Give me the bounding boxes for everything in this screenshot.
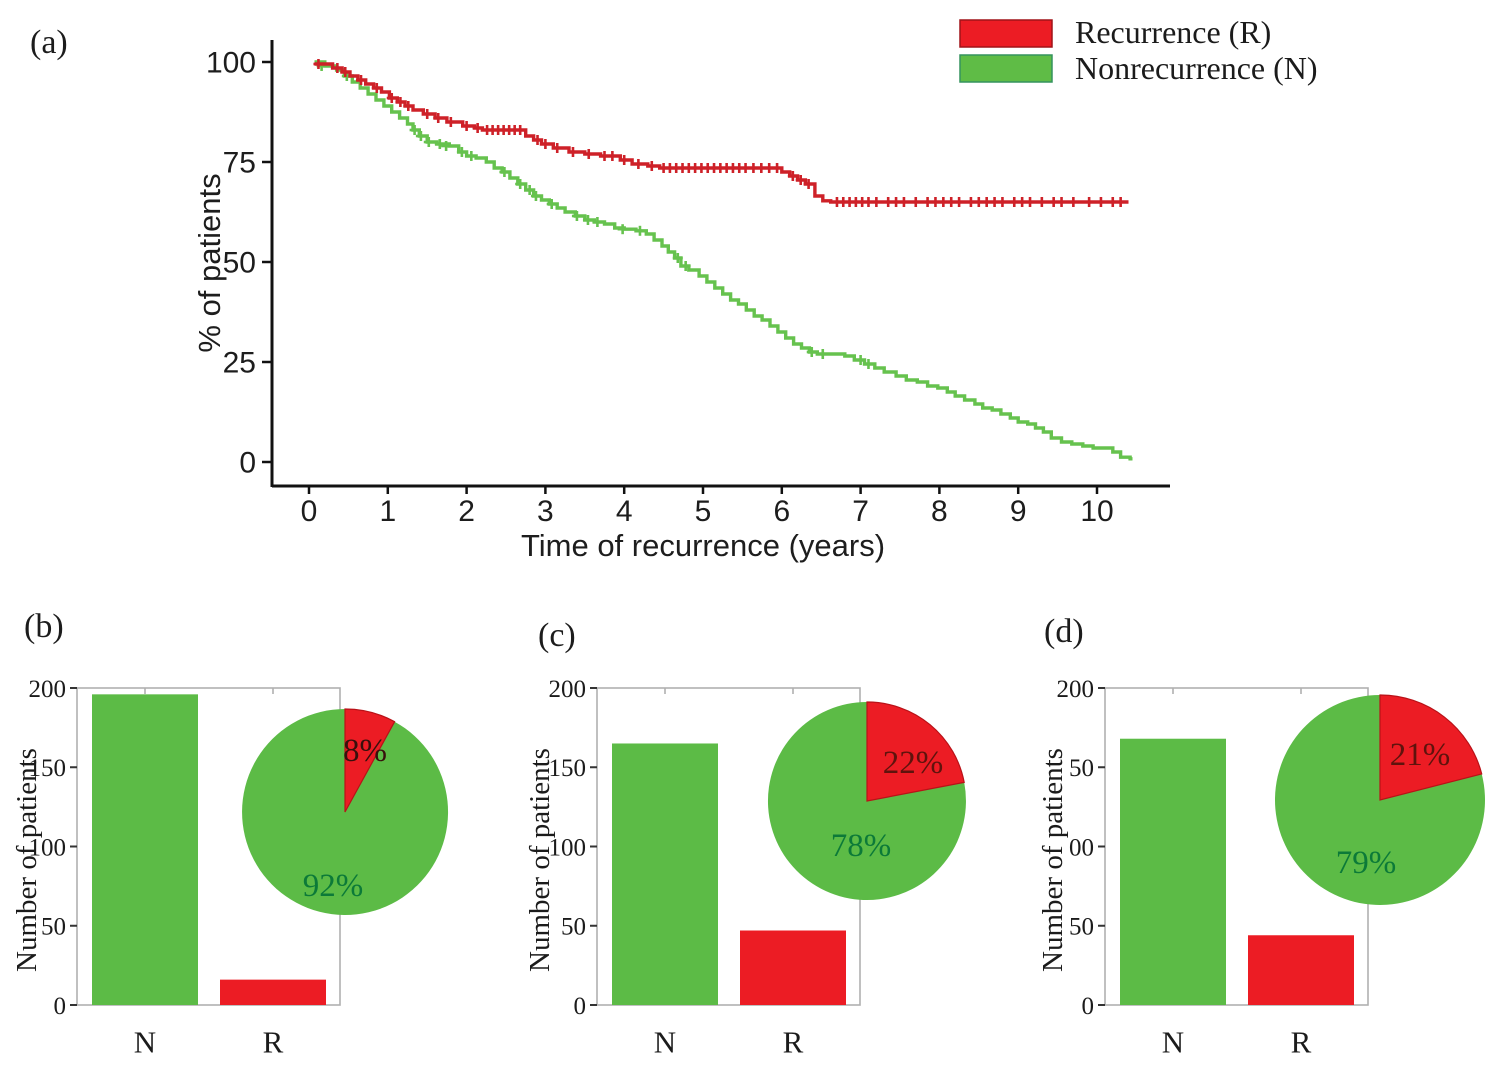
pie-label-nonrecurrence-b: 92%: [302, 868, 364, 904]
panel-label-d: (d): [1044, 613, 1084, 650]
km-y-tick-label: 0: [239, 447, 256, 480]
km-x-tick-label: 7: [852, 495, 869, 528]
bar-R-c: [740, 930, 846, 1005]
bar-y-tick-label-d: 00: [1069, 834, 1094, 861]
bar-N-c: [612, 743, 718, 1005]
bar-category-label-R-b: R: [263, 1024, 284, 1059]
panel-label-a: (a): [30, 24, 68, 61]
bar-N-d: [1120, 738, 1226, 1005]
km-y-tick-label: 100: [206, 47, 256, 80]
bar-y-axis-title-c: Number of patients: [524, 748, 556, 972]
bar-y-tick-label-c: 150: [549, 755, 587, 782]
bar-y-tick-label-c: 0: [574, 993, 587, 1020]
bar-y-tick-label-b: 150: [29, 755, 67, 782]
km-x-axis-title: Time of recurrence (years): [520, 528, 886, 563]
legend-label-nonrecurrence: Nonrecurrence (N): [1075, 50, 1318, 86]
km-x-tick-label: 2: [458, 495, 475, 528]
km-x-tick-label: 1: [379, 495, 396, 528]
km-y-axis-title: % of patients: [192, 173, 227, 353]
bar-R-b: [220, 979, 326, 1005]
km-y-tick-label: 75: [223, 147, 256, 180]
km-x-tick-label: 0: [301, 495, 318, 528]
pie-label-nonrecurrence-c: 78%: [830, 828, 892, 864]
bar-y-tick-label-d: 200: [1057, 676, 1095, 703]
km-x-tick-label: 8: [931, 495, 948, 528]
bar-y-tick-label-b: 100: [29, 834, 67, 861]
bar-category-label-N-c: N: [654, 1024, 676, 1059]
km-series-line-recurrence: [314, 62, 1129, 204]
bar-y-tick-label-c: 50: [561, 914, 586, 941]
pie-label-recurrence-d: 21%: [1389, 737, 1451, 773]
bar-y-tick-label-c: 100: [549, 834, 587, 861]
bar-category-label-R-d: R: [1291, 1024, 1312, 1059]
bar-R-d: [1248, 935, 1354, 1005]
bar-N-b: [92, 694, 198, 1005]
bar-y-axis-title-b: Number of patients: [11, 748, 43, 972]
bar-category-label-N-d: N: [1162, 1024, 1184, 1059]
km-x-tick-label: 5: [695, 495, 712, 528]
bar-y-axis-title-d: Number of patients: [1037, 748, 1069, 972]
bar-y-tick-label-d: 0: [1082, 993, 1095, 1020]
panel-label-c: (c): [538, 617, 576, 654]
bar-y-tick-label-b: 50: [41, 914, 66, 941]
bar-y-tick-label-b: 0: [54, 993, 67, 1020]
km-y-tick-label: 50: [223, 247, 256, 280]
pie-label-recurrence-c: 22%: [882, 745, 944, 781]
pie-slice-recurrence-d: [1379, 694, 1483, 801]
pie-label-nonrecurrence-d: 79%: [1335, 845, 1397, 881]
bar-category-label-N-b: N: [134, 1024, 156, 1059]
km-x-tick-label: 3: [537, 495, 554, 528]
bar-y-tick-label-c: 200: [549, 676, 587, 703]
km-x-tick-label: 10: [1080, 495, 1113, 528]
pie-slice-recurrence-b: [344, 708, 396, 813]
legend-swatch-nonrecurrence: [959, 54, 1053, 83]
km-x-tick-label: 4: [616, 495, 633, 528]
panel-label-b: (b): [24, 608, 64, 645]
km-y-tick-label: 25: [223, 347, 256, 380]
legend-swatch-recurrence: [959, 19, 1053, 48]
pie-label-recurrence-b: 8%: [343, 733, 387, 769]
bar-category-label-R-c: R: [783, 1024, 804, 1059]
pie-slice-recurrence-c: [866, 701, 965, 802]
bar-y-tick-label-d: 50: [1069, 755, 1094, 782]
legend-label-recurrence: Recurrence (R): [1075, 14, 1272, 50]
bar-y-tick-label-b: 200: [29, 676, 67, 703]
km-x-tick-label: 9: [1010, 495, 1027, 528]
bar-y-tick-label-d: 50: [1069, 914, 1094, 941]
km-x-tick-label: 6: [773, 495, 790, 528]
